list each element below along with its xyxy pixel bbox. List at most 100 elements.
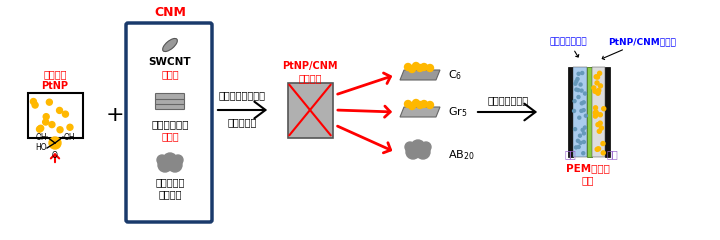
Circle shape — [595, 75, 600, 79]
Circle shape — [582, 109, 585, 112]
Circle shape — [598, 121, 602, 125]
Circle shape — [32, 102, 38, 108]
Text: PEM水電解
電極: PEM水電解 電極 — [566, 163, 610, 185]
Circle shape — [67, 124, 73, 130]
Circle shape — [593, 111, 598, 115]
Circle shape — [596, 91, 600, 95]
Circle shape — [37, 125, 44, 131]
Circle shape — [598, 129, 601, 133]
Circle shape — [596, 123, 600, 127]
Circle shape — [597, 89, 600, 92]
Circle shape — [602, 107, 606, 111]
Bar — [568, 67, 573, 157]
Circle shape — [421, 142, 431, 152]
Text: Gr$_5$: Gr$_5$ — [448, 105, 467, 119]
Text: PtNP/CNM
水分散液: PtNP/CNM 水分散液 — [282, 61, 338, 83]
Circle shape — [420, 101, 428, 108]
Circle shape — [416, 65, 423, 72]
Circle shape — [577, 145, 580, 149]
Circle shape — [582, 132, 585, 135]
Circle shape — [163, 153, 177, 167]
Circle shape — [577, 72, 580, 75]
Circle shape — [601, 151, 606, 155]
Circle shape — [575, 80, 578, 83]
Text: グラファイト: グラファイト — [151, 119, 189, 129]
Text: 超音波処理: 超音波処理 — [228, 117, 257, 127]
Circle shape — [579, 83, 582, 86]
Circle shape — [580, 102, 583, 105]
Circle shape — [405, 142, 415, 152]
Circle shape — [416, 102, 423, 108]
Text: +: + — [106, 105, 125, 125]
Circle shape — [598, 84, 603, 88]
Circle shape — [596, 91, 600, 95]
FancyBboxPatch shape — [156, 98, 184, 104]
Circle shape — [49, 122, 55, 128]
Polygon shape — [400, 107, 440, 117]
FancyBboxPatch shape — [156, 94, 184, 100]
Circle shape — [30, 99, 37, 105]
Circle shape — [43, 114, 49, 120]
Circle shape — [583, 126, 586, 129]
Text: AB$_{20}$: AB$_{20}$ — [448, 148, 474, 162]
Text: CNM: CNM — [154, 6, 186, 18]
Bar — [592, 67, 605, 157]
Circle shape — [593, 89, 597, 93]
Text: 酸化イリジウム: 酸化イリジウム — [550, 37, 588, 57]
Circle shape — [577, 96, 580, 99]
Circle shape — [37, 126, 42, 132]
Circle shape — [580, 109, 583, 112]
Circle shape — [572, 109, 575, 113]
Circle shape — [592, 86, 596, 90]
Circle shape — [411, 140, 425, 154]
Circle shape — [579, 141, 582, 144]
Circle shape — [576, 78, 579, 80]
Circle shape — [575, 146, 577, 149]
Circle shape — [57, 127, 63, 133]
Circle shape — [593, 114, 598, 118]
Circle shape — [408, 66, 415, 72]
Text: OH: OH — [35, 132, 47, 142]
Circle shape — [408, 102, 415, 109]
Circle shape — [57, 108, 63, 114]
Circle shape — [595, 81, 599, 85]
Circle shape — [46, 99, 53, 105]
Circle shape — [413, 62, 420, 70]
Circle shape — [598, 113, 603, 117]
Circle shape — [578, 134, 582, 137]
Circle shape — [596, 147, 600, 151]
Text: スプレーコート: スプレーコート — [487, 95, 528, 105]
Text: または: または — [161, 69, 179, 79]
Circle shape — [581, 128, 584, 131]
Circle shape — [406, 145, 420, 159]
Text: 陰極: 陰極 — [606, 149, 618, 159]
Circle shape — [413, 100, 420, 107]
Bar — [605, 67, 610, 157]
Circle shape — [575, 88, 578, 91]
Circle shape — [49, 137, 61, 149]
Circle shape — [580, 89, 583, 92]
FancyBboxPatch shape — [156, 103, 184, 109]
Circle shape — [413, 147, 423, 157]
Text: アセチレン
ブラック: アセチレン ブラック — [156, 177, 185, 199]
Circle shape — [594, 110, 598, 114]
Circle shape — [42, 119, 49, 125]
Polygon shape — [400, 70, 440, 80]
Bar — [27, 92, 83, 138]
Text: 陽極: 陽極 — [564, 149, 576, 159]
Text: 水分散性
PtNP: 水分散性 PtNP — [42, 69, 68, 91]
Circle shape — [158, 158, 172, 172]
Text: SWCNT: SWCNT — [149, 57, 192, 67]
Circle shape — [405, 101, 412, 108]
Bar — [287, 83, 333, 138]
Circle shape — [426, 102, 433, 108]
Circle shape — [595, 147, 599, 151]
Circle shape — [581, 72, 584, 74]
Circle shape — [416, 145, 430, 159]
Circle shape — [577, 89, 580, 92]
Text: HO: HO — [35, 143, 47, 151]
Circle shape — [574, 128, 577, 131]
Circle shape — [594, 75, 598, 79]
Circle shape — [582, 101, 585, 104]
Circle shape — [582, 152, 585, 155]
